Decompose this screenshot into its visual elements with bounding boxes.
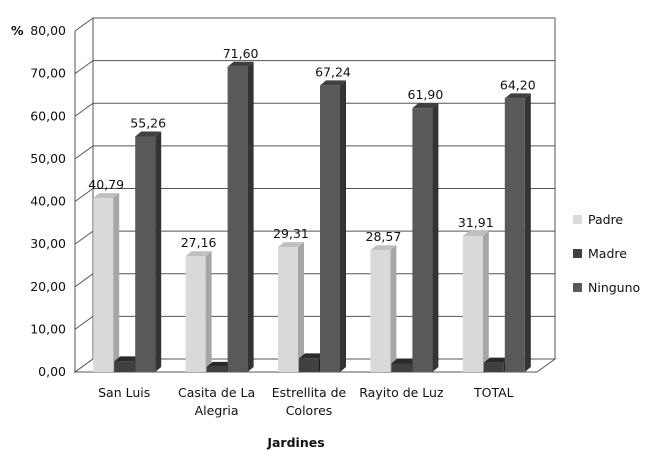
gridline	[74, 315, 555, 330]
x-tick-label: San Luis	[98, 385, 150, 400]
bar-side	[298, 242, 304, 372]
data-label: 31,91	[458, 215, 494, 230]
y-axis-ticks: 0,00 10,00 20,00 30,00 40,00 50,00 60,00 70,00 8…	[30, 23, 66, 379]
bar-padre	[278, 242, 304, 372]
x-tick-label: TOTAL	[473, 385, 514, 400]
x-tick-label: Rayito de Luz	[359, 385, 444, 400]
bar-front	[391, 363, 412, 372]
legend-swatch	[573, 215, 582, 224]
bar-ninguno	[412, 103, 439, 373]
x-tick-label: Colores	[286, 403, 333, 418]
bar-ninguno	[227, 61, 254, 373]
bar-top	[391, 358, 418, 364]
data-labels: 40,79 55,26 27,16 71,60 29,31 67,24 28,57 61,90…	[88, 46, 535, 250]
bar-front	[114, 361, 135, 372]
bar-front	[227, 66, 248, 373]
y-tick-label: 10,00	[30, 321, 66, 336]
bar-front	[185, 256, 206, 372]
bar-ninguno	[504, 93, 531, 372]
bar-side	[113, 193, 120, 372]
y-tick-label: 40,00	[30, 194, 66, 209]
bar-top	[185, 251, 212, 257]
y-tick-label: 0,00	[38, 364, 66, 379]
y-tick-label: 50,00	[30, 151, 66, 166]
data-label: 67,24	[315, 64, 351, 79]
gridline	[74, 230, 555, 245]
bar-padre	[185, 251, 212, 372]
bar-front	[93, 198, 114, 372]
legend-swatch	[573, 283, 582, 292]
gridline	[74, 102, 555, 117]
bar-top	[227, 61, 254, 67]
x-axis-title: Jardines	[266, 435, 324, 450]
bar-top	[483, 357, 510, 363]
gridline	[74, 188, 555, 202]
data-label: 27,16	[181, 235, 217, 250]
bar-front	[504, 98, 525, 372]
bar-front	[320, 85, 340, 373]
bar-top	[462, 230, 489, 236]
data-label: 71,60	[223, 46, 259, 61]
bar-side	[432, 103, 439, 373]
bar-top	[135, 131, 162, 137]
bar-front	[483, 362, 504, 372]
bar-ninguno	[320, 80, 346, 373]
bar-front	[370, 250, 391, 372]
bar-top	[206, 361, 233, 367]
legend-swatch	[573, 249, 582, 258]
legend-label: Madre	[588, 246, 627, 261]
bar-padre	[93, 193, 120, 372]
x-tick-label: Casita de La	[178, 385, 255, 400]
bar-top	[278, 242, 304, 248]
bar-side	[205, 251, 212, 372]
data-label: 29,31	[273, 226, 309, 241]
bar-top	[412, 103, 439, 109]
bar-front	[206, 366, 227, 372]
y-tick-label: 30,00	[30, 236, 66, 251]
x-axis-categories: San Luis Casita de La Alegria Estrellita de…	[98, 385, 514, 418]
data-label: 61,90	[408, 87, 444, 102]
bar-side	[524, 93, 531, 372]
bar-front	[278, 247, 298, 372]
x-tick-label: Estrellita de	[272, 385, 347, 400]
bar-front	[135, 136, 156, 372]
data-label: 40,79	[88, 177, 124, 192]
gridline	[74, 145, 555, 160]
y-tick-label: 20,00	[30, 279, 66, 294]
bar-top	[504, 93, 531, 99]
bar-top	[114, 356, 141, 362]
legend-label: Ninguno	[588, 280, 640, 295]
bar-top	[320, 80, 346, 86]
bar-top	[299, 353, 325, 359]
y-axis-title: %	[11, 23, 24, 38]
bar-side	[247, 61, 254, 373]
bars	[93, 61, 531, 373]
bar-front	[462, 235, 483, 372]
bar-top	[370, 245, 397, 251]
bar-front	[299, 358, 319, 372]
legend: Padre Madre Ninguno	[573, 212, 640, 295]
data-label: 64,20	[500, 77, 536, 92]
bar-side	[155, 131, 162, 372]
bar-padre	[370, 245, 397, 372]
y-tick-label: 60,00	[30, 108, 66, 123]
bar-side	[340, 80, 346, 373]
bar-padre	[462, 230, 489, 372]
data-label: 28,57	[366, 229, 402, 244]
bar-ninguno	[135, 131, 162, 372]
bar-side	[390, 245, 397, 372]
y-tick-label: 80,00	[30, 23, 66, 38]
legend-label: Padre	[588, 212, 623, 227]
bar-side	[482, 230, 489, 372]
gridline	[74, 60, 555, 75]
data-label: 55,26	[130, 115, 166, 130]
y-tick-label: 70,00	[30, 66, 66, 81]
x-tick-label: Alegria	[195, 403, 239, 418]
bar-front	[412, 108, 433, 373]
gridline	[74, 273, 555, 288]
bar-top	[93, 193, 120, 199]
